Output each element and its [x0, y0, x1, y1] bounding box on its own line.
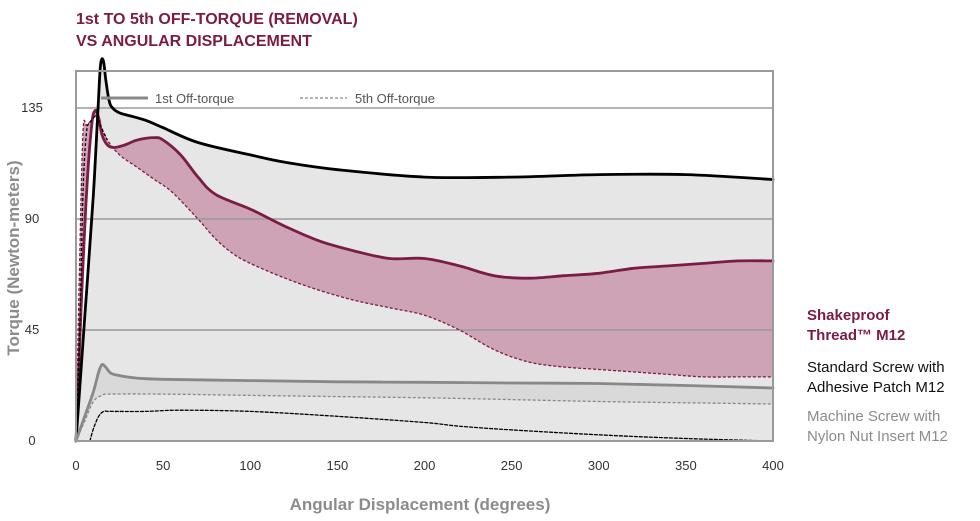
plot-frame	[75, 70, 774, 442]
y-tick-45: 45	[25, 322, 39, 337]
series-line-fifth-0	[75, 114, 773, 442]
series-line-nylon-dashed	[89, 409, 774, 442]
series-line-fifth-2	[75, 393, 774, 442]
series-label-0-line-1: Thread™ M12	[807, 327, 905, 344]
x-axis-label: Angular Displacement (degrees)	[290, 495, 551, 514]
x-tick-50: 50	[156, 458, 170, 473]
x-tick-150: 150	[327, 458, 349, 473]
x-tick-400: 400	[762, 458, 784, 473]
y-tick-0: 0	[28, 433, 35, 448]
series-lines	[74, 57, 775, 443]
series-label-1-line-0: Standard Screw with	[807, 359, 945, 376]
y-tick-90: 90	[25, 211, 39, 226]
x-tick-0: 0	[72, 458, 79, 473]
series-label-2-line-1: Nylon Nut Insert M12	[807, 428, 948, 445]
legend: 1st Off-torque 5th Off-torque	[101, 91, 435, 106]
series-line-first-2	[74, 362, 775, 443]
x-tick-350: 350	[675, 458, 697, 473]
series-label-1-line-1: Adhesive Patch M12	[807, 379, 945, 396]
band-product-2	[76, 364, 773, 441]
series-label-2-line-0: Machine Screw with	[807, 408, 940, 425]
series-labels: Shakeproof Thread™ M12 Standard Screw with…	[807, 307, 948, 445]
y-tick-135: 135	[21, 100, 43, 115]
x-ticks: 0 50 100 150 200 250 300 350 400	[72, 458, 783, 473]
x-tick-100: 100	[239, 458, 261, 473]
x-tick-200: 200	[414, 458, 436, 473]
series-line-first-1	[74, 57, 775, 443]
gridlines	[76, 107, 773, 331]
series-label-0-line-0: Shakeproof	[807, 307, 891, 324]
plot-bands	[76, 58, 773, 442]
series-line-fifth-1	[75, 114, 108, 442]
chart-title-line-2: VS ANGULAR DISPLACEMENT	[76, 33, 312, 50]
x-tick-250: 250	[501, 458, 523, 473]
legend-label-fifth: 5th Off-torque	[355, 91, 435, 106]
x-tick-300: 300	[588, 458, 610, 473]
band-product-0	[76, 110, 773, 442]
y-ticks: 0 45 90 135	[21, 100, 43, 448]
y-axis-label: Torque (Newton-meters)	[4, 160, 23, 355]
chart-title-line-1: 1st TO 5th OFF-TORQUE (REMOVAL)	[76, 11, 358, 28]
legend-label-first: 1st Off-torque	[155, 91, 234, 106]
